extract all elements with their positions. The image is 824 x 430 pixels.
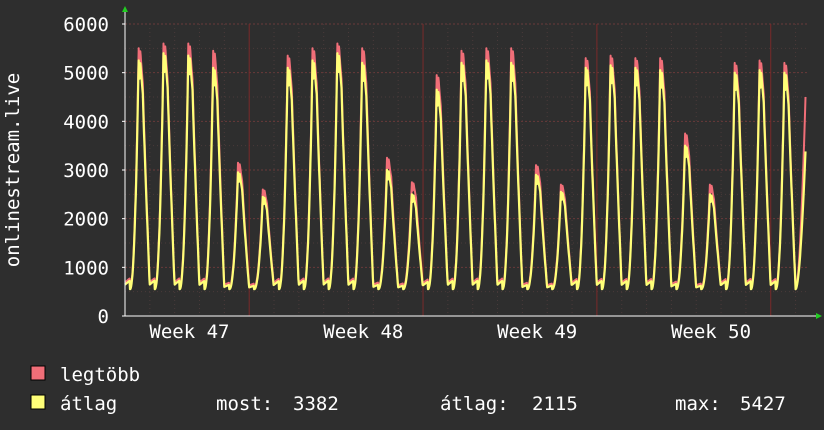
legend-label-avg: átlag [60,393,117,415]
x-tick-label: Week 48 [323,321,403,343]
x-tick-label: Week 49 [497,321,577,343]
x-tick-label: Week 50 [671,321,751,343]
stat-max-label: max: [675,393,721,415]
series-line-avg [124,52,807,291]
legend-swatch-avg [30,394,46,410]
y-axis-arrow [122,6,128,12]
y-tick-labels: 0 1000 2000 3000 4000 5000 6000 [63,14,109,328]
stat-now-label: most: [216,393,273,415]
series-group [124,42,807,291]
y-tick-label: 4000 [63,111,109,133]
y-tick-label: 2000 [63,209,109,231]
x-axis-arrow [816,313,822,319]
legend-label-max: legtöbb [60,364,140,386]
x-tick-label: Week 47 [149,321,229,343]
y-tick-label: 0 [98,306,109,328]
y-tick-label: 3000 [63,160,109,182]
stat-avg-value: 2115 [532,393,578,415]
y-tick-label: 6000 [63,14,109,36]
legend-swatch-max [30,365,46,381]
stat-now-value: 3382 [293,393,339,415]
axes [122,6,822,319]
y-tick-label: 1000 [63,257,109,279]
y-tick-label: 5000 [63,63,109,85]
stat-max-value: 5427 [740,393,786,415]
y-axis-label: onlinestream.live [2,73,24,267]
stat-avg-label: átlag: [440,393,509,415]
x-tick-labels: Week 47 Week 48 Week 49 Week 50 [149,321,751,343]
legend: legtöbb átlag most: 3382 átlag: 2115 max… [30,364,786,415]
